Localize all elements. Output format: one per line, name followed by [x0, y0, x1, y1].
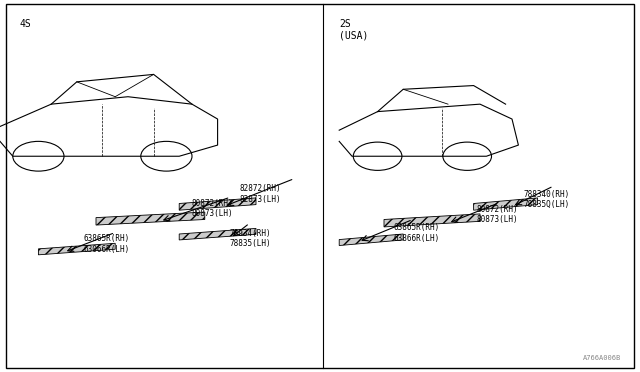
Text: 82872(RH)
82873(LH): 82872(RH) 82873(LH)	[240, 184, 282, 203]
Polygon shape	[474, 198, 538, 210]
Text: 80872(RH)
80873(LH): 80872(RH) 80873(LH)	[192, 199, 234, 218]
Text: 63865R(RH)
63866R(LH): 63865R(RH) 63866R(LH)	[394, 223, 440, 243]
Text: 63865R(RH)
63066R(LH): 63865R(RH) 63066R(LH)	[83, 234, 129, 254]
Polygon shape	[339, 234, 403, 246]
Polygon shape	[384, 214, 480, 227]
Polygon shape	[38, 243, 115, 255]
Text: A766A006B: A766A006B	[582, 355, 621, 361]
Text: 4S: 4S	[19, 19, 31, 29]
Text: 788340(RH)
78835Q(LH): 788340(RH) 78835Q(LH)	[524, 190, 570, 209]
Text: 78934(RH)
78835(LH): 78934(RH) 78835(LH)	[229, 229, 271, 248]
Text: 2S
(USA): 2S (USA)	[339, 19, 369, 40]
Polygon shape	[179, 198, 256, 210]
Text: 80872(RH)
80873(LH): 80872(RH) 80873(LH)	[477, 205, 518, 224]
Polygon shape	[179, 228, 256, 240]
Polygon shape	[96, 212, 205, 225]
